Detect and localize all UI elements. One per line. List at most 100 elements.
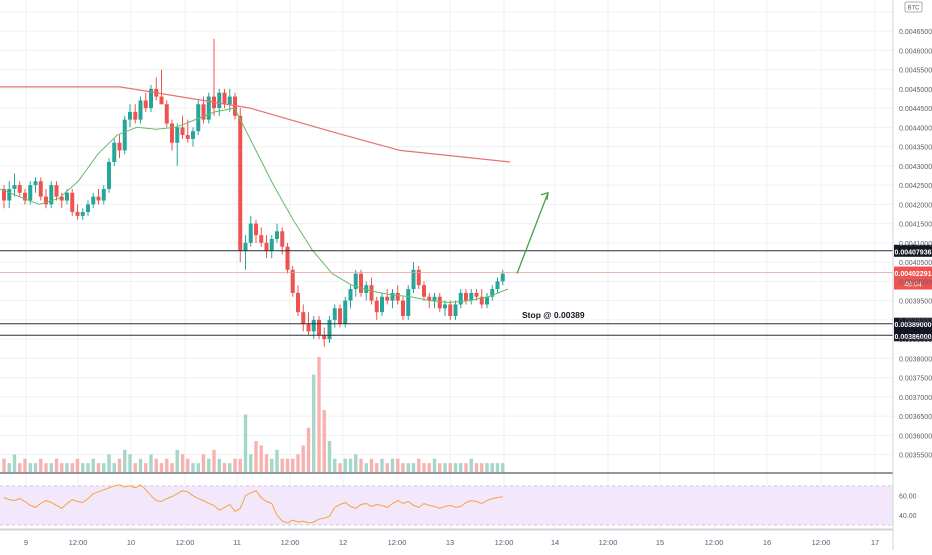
volume-bar (23, 458, 27, 472)
candle-body (427, 296, 432, 301)
volume-bar (149, 454, 153, 472)
level-label-bg (894, 244, 932, 257)
candle-body (374, 300, 379, 313)
candle-body (206, 96, 211, 120)
volume-bar (390, 458, 395, 472)
candle-body (353, 273, 358, 290)
candle-body (369, 285, 374, 301)
volume-bar (243, 414, 248, 472)
candle-body (401, 300, 405, 316)
volume-bar (186, 458, 190, 472)
level-label-bg (894, 317, 932, 330)
volume-bar (86, 463, 90, 472)
volume-bar (427, 463, 431, 472)
volume-bar (459, 463, 463, 472)
candle-body (243, 242, 248, 251)
candle-body (317, 319, 321, 336)
candle-body (86, 204, 90, 213)
volume-bar (138, 458, 143, 472)
candle-body (122, 119, 127, 151)
candle-body (390, 292, 395, 301)
volume-bar (411, 463, 416, 472)
volume-bar (81, 463, 85, 472)
volume-bar (39, 458, 43, 472)
volume-bar (144, 463, 148, 472)
candle-body (201, 104, 206, 120)
volume-bar (123, 449, 127, 472)
volume-bar (285, 458, 290, 472)
volume-bar (180, 454, 185, 472)
volume-bar (453, 463, 458, 472)
candle-body (117, 142, 122, 151)
candle-body (254, 223, 258, 236)
candle-body (70, 192, 75, 213)
time-tick-label: 12:00 (599, 538, 618, 547)
rsi-tick-label: 60.00 (899, 494, 917, 501)
candle-body (149, 88, 153, 109)
candle-body (217, 92, 222, 109)
candle-body (128, 111, 132, 120)
candle-body (464, 292, 468, 301)
volume-bar (322, 410, 326, 472)
time-tick-label: 17 (871, 538, 879, 547)
candle-body (196, 104, 201, 132)
candle-body (133, 111, 138, 120)
volume-bar (464, 463, 468, 472)
volume-bar (70, 463, 74, 472)
candle-body (101, 188, 106, 201)
volume-bar (12, 454, 17, 472)
candle-body (385, 296, 390, 301)
volume-bar (333, 458, 337, 472)
candle-body (269, 239, 274, 251)
candle-body (306, 323, 311, 332)
volume-series (2, 357, 505, 472)
candle-body (23, 192, 27, 201)
candle-body (12, 185, 17, 189)
volume-bar (406, 463, 410, 472)
volume-bar (385, 463, 389, 472)
volume-bar (133, 463, 137, 472)
level-label: 0.00402291 (895, 271, 932, 278)
volume-bar (369, 458, 374, 472)
volume-bar (117, 458, 122, 472)
level-label: 0.00386000 (895, 334, 932, 341)
volume-bar (249, 454, 253, 472)
volume-bar (401, 463, 405, 472)
candle-body (280, 231, 285, 247)
candle-body (248, 223, 253, 243)
candle-body (238, 115, 243, 251)
rsi-line (3, 484, 503, 524)
level-label-bg (894, 329, 932, 342)
candle-body (175, 127, 180, 143)
volume-bar (44, 463, 48, 472)
candle-body (143, 100, 148, 109)
volume-bar (228, 463, 232, 472)
candle-body (443, 304, 447, 309)
volume-bar (432, 458, 437, 472)
candle-body (301, 312, 306, 324)
volume-bar (196, 463, 200, 472)
candle-body (500, 273, 505, 282)
time-tick-label: 11 (233, 538, 241, 547)
time-tick-label: 9 (24, 538, 28, 547)
volume-bar (264, 454, 269, 472)
candle-body (432, 296, 437, 301)
volume-bar (207, 458, 211, 472)
volume-bar (222, 463, 227, 472)
candle-body (54, 185, 59, 197)
candle-body (285, 246, 290, 270)
candle-body (164, 104, 169, 124)
volume-bar (91, 458, 95, 472)
volume-bar (501, 463, 505, 472)
